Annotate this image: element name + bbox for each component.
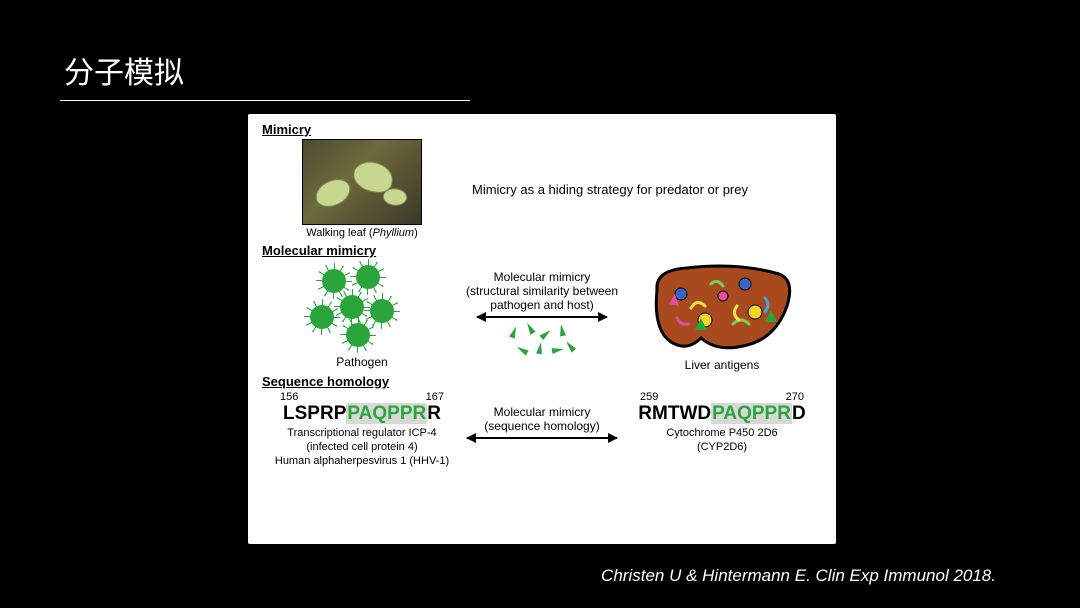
section1-heading: Mimicry: [262, 122, 822, 137]
seq-highlight: PAQPPR: [346, 403, 427, 424]
fragment-icon: [509, 325, 519, 338]
desc-line: (infected cell protein 4): [262, 441, 462, 455]
virus-icon: [322, 269, 346, 293]
pos-end: 270: [786, 391, 804, 403]
mid-text: Molecular mimicry: [462, 405, 622, 419]
mid-text: (sequence homology): [462, 419, 622, 433]
fragment-icon: [515, 344, 528, 355]
slide: 分子模拟 Mimicry Walking leaf (Phyllium) Mim…: [0, 0, 1080, 608]
fragment-icon: [539, 328, 552, 340]
fragment-icon: [552, 346, 565, 354]
section3-heading: Sequence homology: [262, 374, 822, 389]
seq-highlight: PAQPPR: [711, 403, 792, 424]
seq-mid-col: Molecular mimicry (sequence homology): [462, 391, 622, 443]
row-molecular-mimicry: Pathogen Molecular mimicry (structural s…: [262, 260, 822, 372]
caption-text: ): [414, 227, 418, 239]
virus-icon: [346, 323, 370, 347]
fragment-icon: [536, 342, 544, 355]
desc-line: (CYP2D6): [622, 441, 822, 455]
desc-line: Human alphaherpesvirus 1 (HHV-1): [262, 455, 462, 469]
caption-italic: Phyllium: [372, 227, 414, 239]
desc-line: Transcriptional regulator ICP-4: [262, 427, 462, 441]
seq-left-col: 156 167 LSPRPPAQPPRR Transcriptional reg…: [262, 391, 462, 468]
liver-label: Liver antigens: [622, 358, 822, 372]
virus-icon: [370, 299, 394, 323]
seq-right-col: 259 270 RMTWDPAQPPRD Cytochrome P450 2D6…: [622, 391, 822, 455]
seq-positions: 259 270: [622, 391, 822, 403]
double-arrow-icon: [467, 437, 617, 439]
desc-line: Cytochrome P450 2D6: [622, 427, 822, 441]
seq-text: RMTWD: [638, 403, 711, 424]
section2-heading: Molecular mimicry: [262, 243, 822, 258]
pathogen-label: Pathogen: [262, 355, 462, 369]
mid-text: pathogen and host): [462, 298, 622, 312]
virus-icon: [310, 305, 334, 329]
seq-right-desc: Cytochrome P450 2D6 (CYP2D6): [622, 427, 822, 455]
seq-left-desc: Transcriptional regulator ICP-4 (infecte…: [262, 427, 462, 468]
pos-start: 156: [280, 391, 298, 403]
seq-right: RMTWDPAQPPRD: [622, 403, 822, 425]
mimicry-desc: Mimicry as a hiding strategy for predato…: [462, 182, 822, 197]
virus-icon: [356, 265, 380, 289]
fragment-icon: [558, 324, 566, 337]
walking-leaf-photo: [302, 139, 422, 225]
molecular-mid-col: Molecular mimicry (structural similarity…: [462, 270, 622, 362]
leaf-icon: [313, 177, 354, 210]
double-arrow-icon: [477, 316, 607, 318]
liver-col: Liver antigens: [622, 260, 822, 372]
fragment-icon: [524, 321, 535, 334]
pos-start: 259: [640, 391, 658, 403]
slide-title: 分子模拟: [64, 48, 184, 92]
virus-icon: [340, 295, 364, 319]
fragments-graphic: [507, 322, 577, 362]
pos-end: 167: [426, 391, 444, 403]
row-mimicry: Walking leaf (Phyllium) Mimicry as a hid…: [262, 139, 822, 239]
fragment-icon: [564, 339, 576, 352]
photo-caption: Walking leaf (Phyllium): [262, 227, 462, 239]
seq-text: R: [427, 403, 441, 424]
citation: Christen U & Hintermann E. Clin Exp Immu…: [601, 566, 996, 586]
seq-left: LSPRPPAQPPRR: [262, 403, 462, 425]
seq-text: D: [792, 403, 806, 424]
caption-text: Walking leaf (: [306, 227, 372, 239]
row-sequence: 156 167 LSPRPPAQPPRR Transcriptional reg…: [262, 391, 822, 468]
mimicry-photo-col: Walking leaf (Phyllium): [262, 139, 462, 239]
liver-graphic: [647, 260, 797, 356]
title-underline: [60, 100, 470, 101]
liver-outline-icon: [656, 266, 789, 348]
pathogen-col: Pathogen: [262, 263, 462, 369]
mid-text: (structural similarity between: [462, 284, 622, 298]
seq-text: LSPRP: [283, 403, 346, 424]
pathogen-graphic: [302, 263, 422, 353]
mid-text: Molecular mimicry: [462, 270, 622, 284]
figure-panel: Mimicry Walking leaf (Phyllium) Mimicry …: [248, 114, 836, 544]
seq-positions: 156 167: [262, 391, 462, 403]
